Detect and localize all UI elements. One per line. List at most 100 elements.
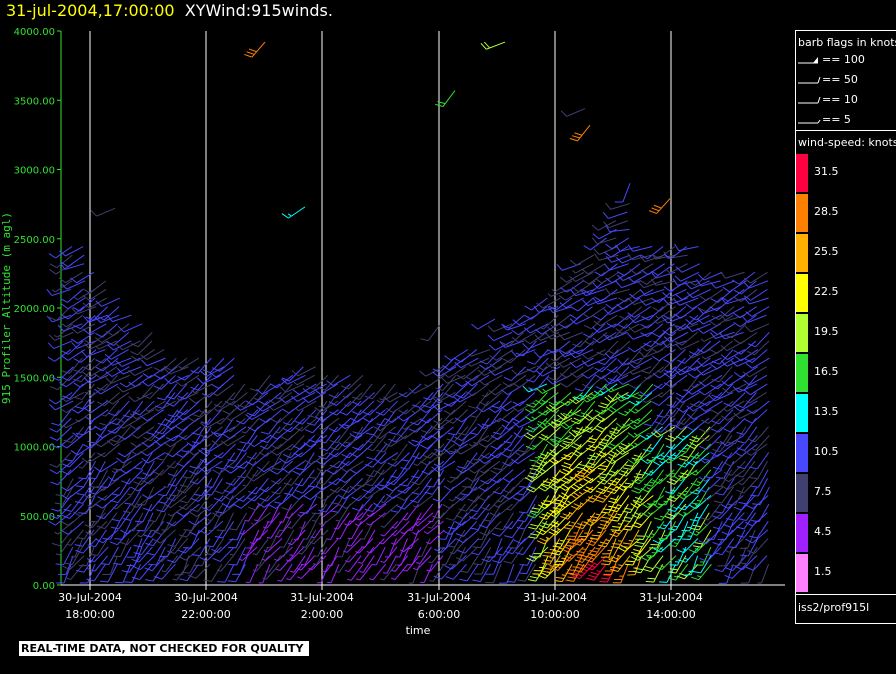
wind-barb [665, 460, 686, 478]
wind-barb [374, 460, 398, 476]
wind-barb [545, 357, 570, 369]
wind-barb [651, 246, 676, 259]
wind-barb [254, 503, 270, 522]
wind-barb [266, 529, 281, 549]
wind-barb [472, 563, 492, 582]
wind-barb [102, 555, 118, 576]
wind-barb [523, 323, 549, 334]
wind-barb [561, 546, 584, 562]
wind-barb [49, 426, 73, 441]
wind-barb [142, 366, 167, 379]
wind-barb [179, 469, 199, 488]
wind-barb [316, 469, 338, 486]
wind-barb [316, 460, 341, 474]
wind-barb [63, 495, 84, 512]
wind-barb [280, 426, 304, 441]
wind-barb [606, 314, 630, 328]
wind-barb [341, 443, 364, 459]
wind-barb [594, 400, 618, 415]
colorbar-swatch [796, 314, 808, 352]
wind-barb [379, 529, 398, 545]
wind-barb [529, 443, 548, 462]
wind-barb [355, 563, 373, 581]
barb-legend-glyph [798, 76, 821, 84]
wind-barb [689, 478, 711, 495]
wind-barb [117, 443, 141, 458]
wind-barb [89, 503, 108, 523]
wind-barb [467, 486, 489, 503]
wind-barb [295, 400, 317, 412]
wind-barb [292, 435, 316, 450]
wind-barb [658, 521, 676, 540]
wind-barb [143, 495, 165, 512]
wind-barb [487, 323, 513, 333]
wind-barb [668, 512, 687, 531]
wind-barb [652, 323, 675, 338]
wind-barb [209, 366, 234, 378]
wind-barb [86, 563, 106, 582]
wind-barb [518, 495, 538, 514]
wind-barb [577, 521, 594, 541]
wind-barb [711, 383, 734, 399]
wind-barb [593, 314, 618, 327]
wind-barb [176, 452, 199, 468]
wind-barb [663, 297, 688, 306]
wind-barb [643, 409, 664, 427]
wind-barb [711, 409, 734, 425]
wind-barb [421, 460, 445, 476]
wind-barb [378, 503, 399, 518]
wind-barb [571, 409, 594, 425]
wind-barb [745, 357, 770, 369]
wind-barb [252, 460, 270, 477]
wind-barb [386, 486, 410, 499]
wind-barb [666, 263, 688, 274]
wind-barb [473, 443, 490, 461]
wind-barb [675, 383, 699, 398]
wind-barb [560, 280, 584, 293]
wind-barb [286, 546, 305, 562]
wind-barb [432, 357, 455, 373]
wind-barb [430, 426, 454, 441]
wind-barb [618, 435, 641, 450]
wind-barb [547, 288, 570, 297]
wind-barb [519, 469, 538, 488]
wind-barb [106, 331, 130, 346]
wind-barb [652, 469, 675, 485]
wind-barb [294, 417, 318, 432]
wind-barb [364, 452, 387, 468]
wind-barb [526, 503, 550, 519]
wind-barb [469, 400, 489, 418]
wind-barb [262, 563, 280, 580]
wind-barb [258, 564, 271, 584]
wind-barb [102, 521, 121, 540]
wind-barb [435, 374, 457, 391]
wind-barb [675, 340, 700, 350]
wind-barb [711, 417, 734, 433]
wind-barb [101, 400, 120, 417]
wind-barb [413, 495, 434, 509]
wind-barb [266, 521, 283, 539]
wind-barb [275, 383, 293, 400]
wind-barb [618, 400, 640, 416]
wind-barb [699, 546, 722, 562]
wind-barb [721, 443, 745, 459]
wind-barb [718, 564, 734, 585]
wind-barb [665, 426, 688, 442]
wind-barb [609, 495, 630, 513]
wind-barb [270, 460, 293, 475]
wind-barb [546, 374, 571, 385]
wind-barb [59, 392, 85, 402]
wind-barb [710, 357, 735, 370]
wind-barb [221, 495, 246, 508]
wind-barb [74, 529, 95, 547]
data-source-label: iss2/prof915l [798, 601, 870, 614]
x-tick-time: 14:00:00 [646, 608, 695, 621]
wind-barb [522, 383, 548, 393]
wind-barb [465, 383, 489, 397]
wind-barb [84, 331, 108, 345]
wind-barb [153, 460, 176, 476]
wind-barb [574, 374, 596, 392]
wind-barb [299, 495, 318, 514]
wind-barb [737, 426, 758, 444]
wind-barb [213, 383, 234, 397]
